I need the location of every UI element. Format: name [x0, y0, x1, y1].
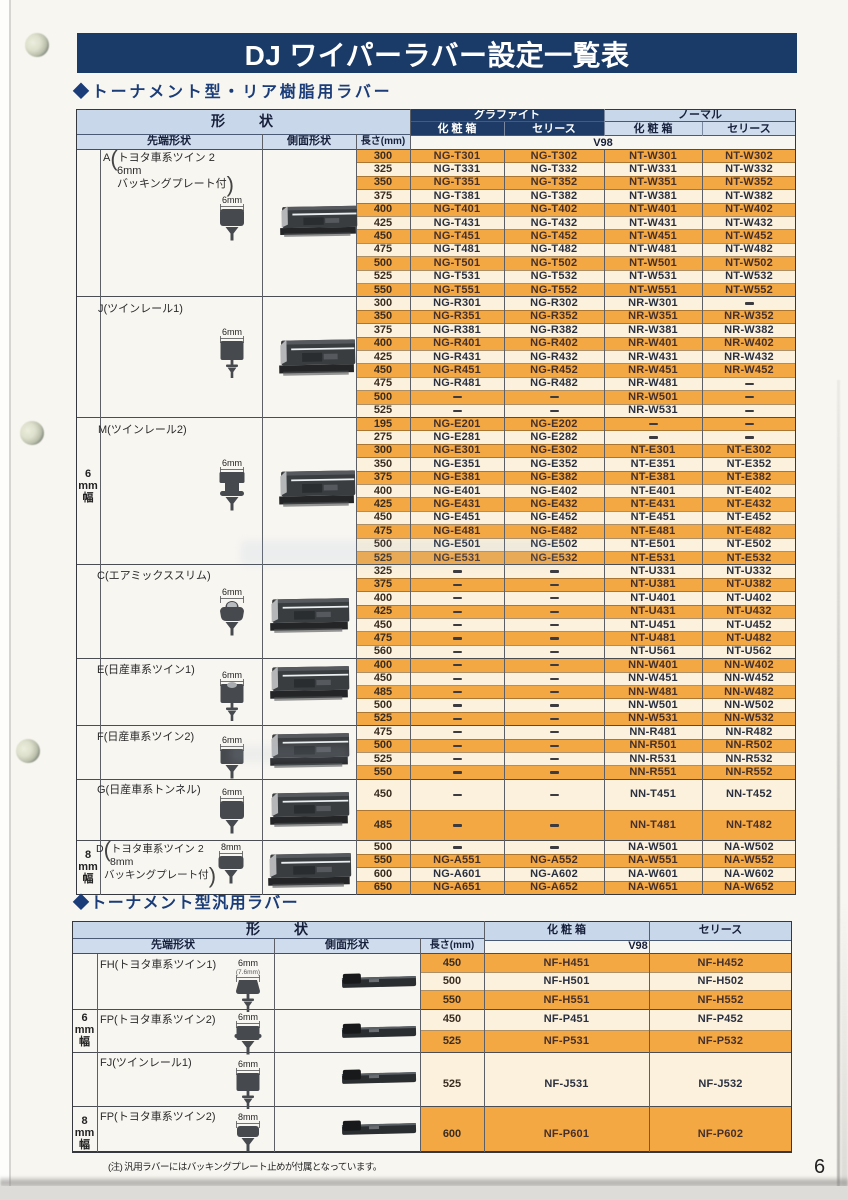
- svg-text:6mm: 6mm: [238, 958, 258, 968]
- svg-text:6mm: 6mm: [222, 195, 242, 205]
- svg-text:8mm: 8mm: [221, 842, 241, 852]
- svg-text:8mm: 8mm: [238, 1112, 258, 1122]
- svg-text:6mm: 6mm: [222, 587, 242, 597]
- svg-text:6mm: 6mm: [238, 1059, 258, 1069]
- svg-text:6mm: 6mm: [222, 735, 242, 745]
- svg-text:6mm: 6mm: [222, 787, 242, 797]
- svg-text:6mm: 6mm: [222, 670, 242, 680]
- svg-text:6mm: 6mm: [238, 1012, 258, 1022]
- svg-text:6mm: 6mm: [222, 458, 242, 468]
- svg-text:6mm: 6mm: [222, 327, 242, 337]
- svg-text:(7.6mm): (7.6mm): [236, 969, 260, 976]
